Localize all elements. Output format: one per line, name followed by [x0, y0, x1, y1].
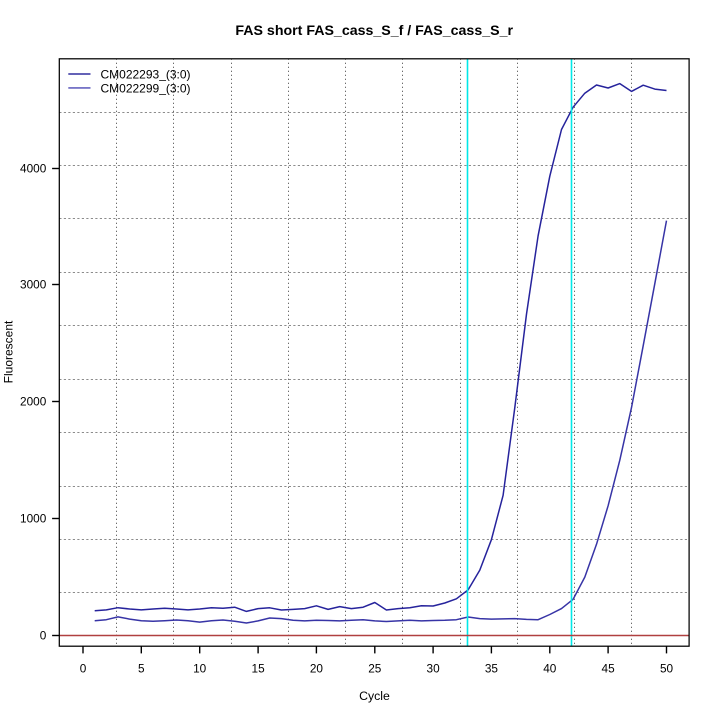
svg-text:Cycle: Cycle [359, 689, 390, 703]
svg-text:Fluorescent: Fluorescent [2, 320, 16, 383]
svg-text:35: 35 [485, 662, 499, 676]
svg-text:0: 0 [80, 662, 87, 676]
svg-text:30: 30 [427, 662, 441, 676]
svg-text:2000: 2000 [20, 395, 47, 409]
svg-text:CM022293_(3:0): CM022293_(3:0) [101, 67, 191, 81]
svg-text:20: 20 [310, 662, 324, 676]
svg-text:0: 0 [40, 629, 47, 643]
svg-text:1000: 1000 [20, 512, 47, 526]
svg-text:3000: 3000 [20, 278, 47, 292]
svg-text:15: 15 [252, 662, 266, 676]
svg-text:FAS short FAS_cass_S_f / FAS_c: FAS short FAS_cass_S_f / FAS_cass_S_r [235, 23, 513, 39]
svg-text:4000: 4000 [20, 162, 47, 176]
svg-text:5: 5 [138, 662, 145, 676]
svg-text:25: 25 [368, 662, 382, 676]
svg-text:45: 45 [602, 662, 616, 676]
svg-text:40: 40 [543, 662, 557, 676]
svg-text:CM022299_(3:0): CM022299_(3:0) [101, 81, 191, 95]
svg-text:10: 10 [193, 662, 207, 676]
svg-text:50: 50 [660, 662, 674, 676]
